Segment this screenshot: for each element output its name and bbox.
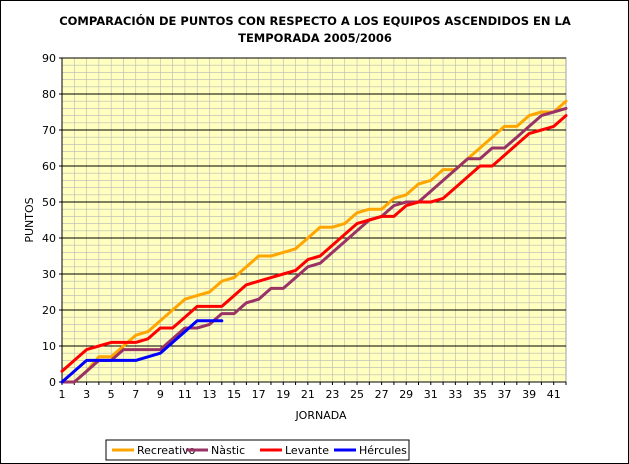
x-tick-label: 19 xyxy=(276,388,290,401)
chart-title-line-1: COMPARACIÓN DE PUNTOS CON RESPECTO A LOS… xyxy=(59,13,571,28)
series-line-0 xyxy=(60,99,568,384)
x-tick-label: 31 xyxy=(424,388,438,401)
x-tick-label: 23 xyxy=(325,388,339,401)
x-tick-label: 15 xyxy=(227,388,241,401)
x-tick-label: 17 xyxy=(252,388,266,401)
grid-lines xyxy=(59,57,567,385)
x-tick-label: 13 xyxy=(203,388,217,401)
series-line-2 xyxy=(60,114,568,373)
x-tick-label: 25 xyxy=(350,388,364,401)
x-tick-label: 5 xyxy=(108,388,115,401)
legend-label-1: Nàstic xyxy=(211,444,245,457)
x-tick-label: 41 xyxy=(547,388,561,401)
y-tick-label: 0 xyxy=(49,376,56,389)
y-tick-label: 50 xyxy=(42,196,56,209)
x-axis-label: JORNADA xyxy=(294,409,347,422)
chart-title-line-2: TEMPORADA 2005/2006 xyxy=(238,31,392,45)
legend-label-0: Recreativo xyxy=(137,444,196,457)
plot-area xyxy=(61,57,567,383)
y-tick-label: 20 xyxy=(42,304,56,317)
y-tick-label: 80 xyxy=(42,88,56,101)
series-lines xyxy=(60,99,568,384)
y-tick-label: 40 xyxy=(42,232,56,245)
x-tick-label: 7 xyxy=(132,388,139,401)
y-axis-label: PUNTOS xyxy=(23,197,36,242)
x-tick-label: 3 xyxy=(83,388,90,401)
legend-box xyxy=(105,439,410,461)
x-tick-label: 11 xyxy=(178,388,192,401)
x-tick-label: 39 xyxy=(522,388,536,401)
y-tick-label: 30 xyxy=(42,268,56,281)
legend: Recreativo Nàstic Levante Hércules xyxy=(105,439,410,461)
y-tick-label: 70 xyxy=(42,124,56,137)
x-tick-label: 37 xyxy=(498,388,512,401)
x-tick-label: 21 xyxy=(301,388,315,401)
x-tick-label: 1 xyxy=(59,388,66,401)
x-tick-label: 33 xyxy=(448,388,462,401)
x-tick-label: 29 xyxy=(399,388,413,401)
series-line-1 xyxy=(60,106,568,384)
x-tick-label: 35 xyxy=(473,388,487,401)
legend-label-2: Levante xyxy=(285,444,329,457)
y-tick-label: 60 xyxy=(42,160,56,173)
y-tick-label: 90 xyxy=(42,52,56,65)
legend-label-3: Hércules xyxy=(359,444,407,457)
x-tick-label: 27 xyxy=(375,388,389,401)
y-tick-label: 10 xyxy=(42,340,56,353)
series-line-3 xyxy=(60,319,224,384)
x-tick-label: 9 xyxy=(157,388,164,401)
